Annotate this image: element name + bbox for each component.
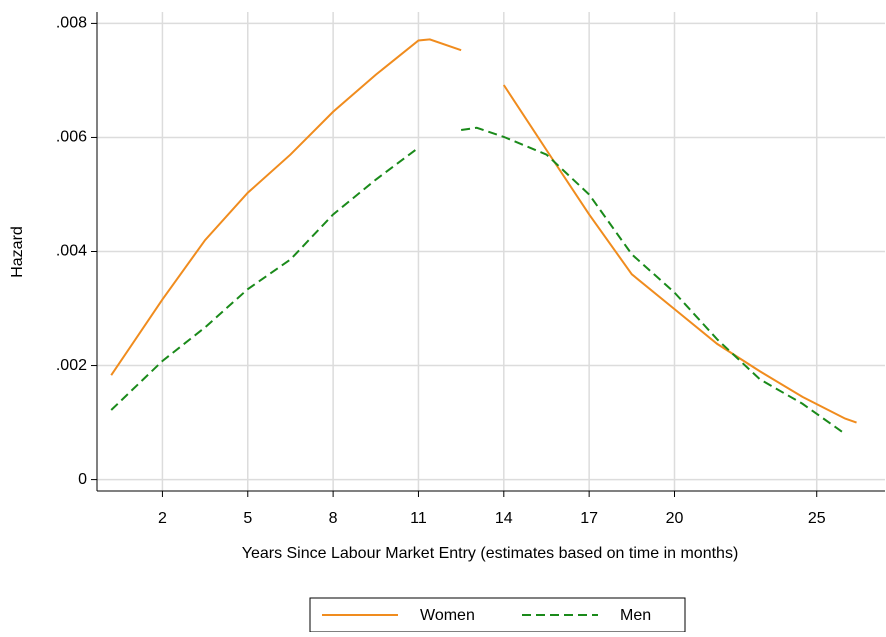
x-tick-label: 5 xyxy=(243,510,252,527)
x-tick-label: 11 xyxy=(410,510,427,527)
x-tick-label: 8 xyxy=(329,510,338,527)
y-axis-label: Hazard xyxy=(9,226,26,278)
x-axis-label: Years Since Labour Market Entry (estimat… xyxy=(242,545,739,562)
y-tick-label: .002 xyxy=(56,357,87,374)
y-tick-label: .004 xyxy=(56,243,87,260)
series-line xyxy=(110,38,857,424)
x-tick-label: 20 xyxy=(666,510,684,527)
legend-label: Men xyxy=(620,607,651,624)
x-tick-label: 25 xyxy=(808,510,826,527)
legend-label: Women xyxy=(420,607,475,624)
y-tick-label: .006 xyxy=(56,129,87,146)
x-tick-label: 17 xyxy=(580,510,598,527)
y-tick-label: .008 xyxy=(56,15,87,32)
x-tick-label: 2 xyxy=(158,510,167,527)
series-line xyxy=(111,128,883,450)
y-tick-label: 0 xyxy=(78,471,87,488)
x-tick-label: 14 xyxy=(495,510,513,527)
